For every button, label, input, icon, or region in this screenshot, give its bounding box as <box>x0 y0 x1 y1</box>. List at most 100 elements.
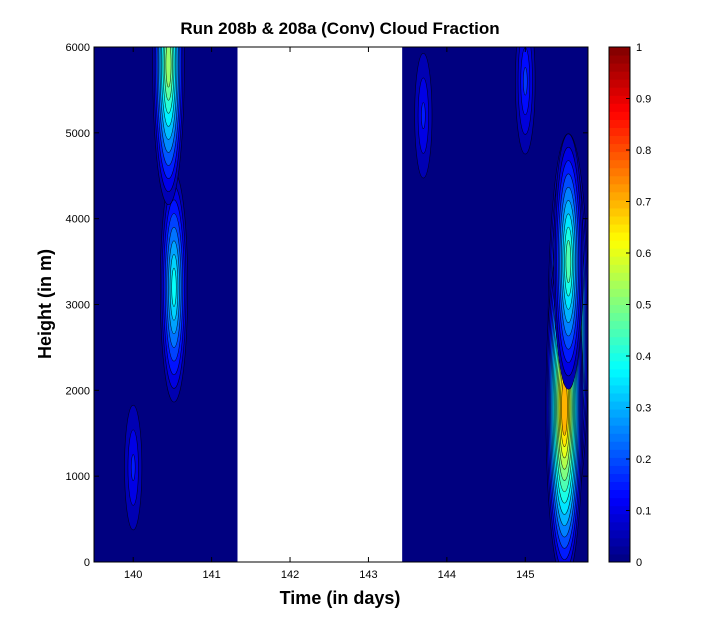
contour-level <box>130 454 136 481</box>
colorbar: 0 0.1 0.2 0.3 0.4 0.5 0.6 0.7 0.8 0.9 1 <box>608 42 651 569</box>
colorbar-tick-label: 0.1 <box>636 506 651 518</box>
colorbar-swatch <box>609 103 630 112</box>
colorbar-tick-label: 0.3 <box>636 403 651 415</box>
colorbar-swatch <box>609 135 630 145</box>
contour-level <box>522 67 528 96</box>
colorbar-swatch <box>609 545 630 555</box>
colorbar-tick-label: 0.2 <box>636 454 651 466</box>
colorbar-swatch <box>609 71 630 80</box>
x-axis-label: Time (in days) <box>280 588 401 608</box>
colorbar-swatch <box>609 95 630 104</box>
colorbar-swatch <box>609 521 630 531</box>
contour-level <box>565 240 572 284</box>
colorbar-swatch <box>609 409 630 418</box>
colorbar-swatch <box>609 513 630 523</box>
colorbar-swatch <box>609 537 630 547</box>
colorbar-tick-label: 0.7 <box>636 197 651 209</box>
cloud-feature <box>553 133 584 390</box>
colorbar-swatch <box>609 47 630 56</box>
colorbar-swatch <box>609 79 630 88</box>
colorbar-tick-label: 0.4 <box>636 351 651 363</box>
colorbar-swatch <box>609 264 630 273</box>
x-tick-label: 141 <box>202 569 220 581</box>
colorbar-swatch <box>609 143 630 153</box>
colorbar-swatch <box>609 167 630 177</box>
chart-title: Run 208b & 208a (Conv) Cloud Fraction <box>180 19 499 38</box>
cloud-feature <box>414 53 433 179</box>
colorbar-swatch <box>609 441 630 450</box>
colorbar-swatch <box>609 376 630 386</box>
contour-level <box>171 267 177 307</box>
x-tick-label: 144 <box>438 569 456 581</box>
colorbar-swatch <box>609 489 630 499</box>
colorbar-swatch <box>609 119 630 128</box>
x-axis: 140 141 142 143 144 145 <box>124 47 534 581</box>
colorbar-swatch <box>609 401 630 410</box>
colorbar-swatch <box>609 151 630 161</box>
y-axis: 0 1000 2000 3000 4000 5000 6000 <box>66 42 588 569</box>
colorbar-swatch <box>609 256 630 265</box>
colorbar-tick-label: 0.6 <box>636 248 651 260</box>
colorbar-tick-label: 0 <box>636 557 642 569</box>
contour-level <box>421 102 426 130</box>
colorbar-swatch <box>609 368 630 378</box>
y-tick-label: 4000 <box>66 214 90 226</box>
colorbar-swatch <box>609 304 630 314</box>
colorbar-swatch <box>609 111 630 120</box>
colorbar-swatch <box>609 344 630 354</box>
colorbar-swatch <box>609 328 630 338</box>
colorbar-swatch <box>609 360 630 370</box>
colorbar-swatch <box>609 465 630 474</box>
colorbar-swatch <box>609 497 630 507</box>
colorbar-swatch <box>609 393 630 402</box>
colorbar-swatch <box>609 417 630 426</box>
x-tick-label: 143 <box>359 569 377 581</box>
plot-area <box>93 46 589 563</box>
y-tick-label: 2000 <box>66 385 90 397</box>
colorbar-swatch <box>609 224 630 233</box>
colorbar-swatch <box>609 457 630 466</box>
colorbar-swatch <box>609 529 630 539</box>
colorbar-swatch <box>609 215 630 225</box>
colorbar-swatch <box>609 272 630 281</box>
colorbar-tick-label: 0.9 <box>636 94 651 106</box>
y-tick-label: 3000 <box>66 300 90 312</box>
colorbar-swatch <box>609 175 630 185</box>
colorbar-swatch <box>609 473 630 483</box>
cloud-feature <box>124 404 143 531</box>
y-axis-label: Height (in m) <box>35 249 55 359</box>
no-data-gap <box>237 46 403 563</box>
colorbar-swatch <box>609 63 630 72</box>
colorbar-swatch <box>609 191 630 201</box>
x-tick-label: 145 <box>516 569 534 581</box>
colorbar-swatch <box>609 288 630 297</box>
colorbar-swatch <box>609 505 630 515</box>
colorbar-swatch <box>609 352 630 362</box>
x-tick-label: 142 <box>281 569 299 581</box>
colorbar-swatch <box>609 425 630 434</box>
colorbar-swatch <box>609 449 630 458</box>
colorbar-swatch <box>609 312 630 322</box>
colorbar-swatch <box>609 159 630 169</box>
y-tick-label: 0 <box>84 557 90 569</box>
colorbar-swatch <box>609 127 630 137</box>
y-tick-label: 5000 <box>66 128 90 140</box>
colorbar-tick-label: 0.8 <box>636 145 651 157</box>
x-tick-label: 140 <box>124 569 142 581</box>
colorbar-swatch <box>609 280 630 289</box>
colorbar-swatch <box>609 296 630 305</box>
cloud-feature <box>515 47 536 155</box>
colorbar-swatch <box>609 481 630 491</box>
colorbar-swatch <box>609 336 630 346</box>
colorbar-swatch <box>609 384 630 394</box>
colorbar-swatch <box>609 240 630 249</box>
colorbar-swatch <box>609 55 630 64</box>
colorbar-swatch <box>609 553 630 563</box>
colorbar-swatch <box>609 320 630 330</box>
colorbar-tick-label: 1 <box>636 42 642 54</box>
y-tick-label: 6000 <box>66 42 90 54</box>
colorbar-swatch <box>609 183 630 193</box>
colorbar-swatch <box>609 248 630 257</box>
y-tick-label: 1000 <box>66 471 90 483</box>
colorbar-swatch <box>609 232 630 241</box>
